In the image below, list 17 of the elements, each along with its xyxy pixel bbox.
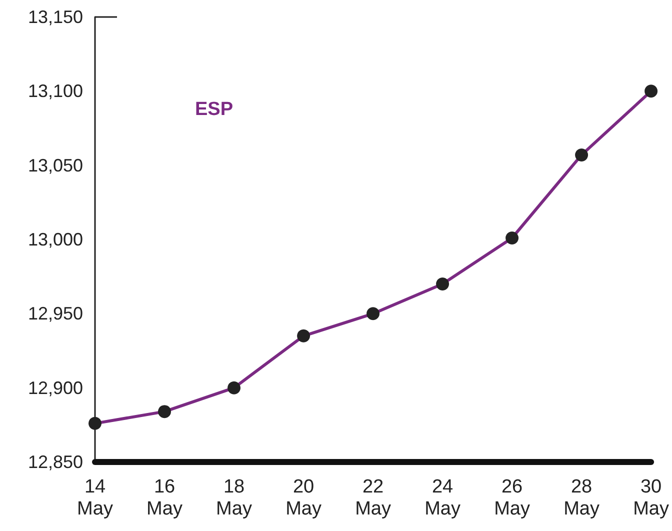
x-tick-label: 16 May: [146, 476, 183, 520]
y-tick-label: 12,900: [28, 378, 83, 398]
y-tick-label: 12,950: [28, 304, 83, 324]
x-tick-label: 28 May: [564, 476, 600, 520]
x-tick-label: 26 May: [494, 476, 530, 520]
x-tick-label: 20 May: [286, 476, 322, 520]
x-tick-label: 14 May: [77, 476, 114, 520]
x-tick-label: 22 May: [355, 476, 392, 520]
x-tick-label: 30 May: [633, 476, 670, 520]
x-tick-label: 24 May: [424, 476, 461, 520]
x-tick-label: 18 May: [216, 476, 252, 520]
y-tick-label: 13,150: [28, 7, 83, 27]
y-tick-label: 13,000: [28, 230, 83, 250]
y-tick-label: 12,850: [28, 452, 83, 472]
y-tick-label: 13,100: [28, 81, 83, 102]
y-tick-label: 13,050: [28, 155, 83, 176]
text: ESP: [195, 99, 234, 120]
